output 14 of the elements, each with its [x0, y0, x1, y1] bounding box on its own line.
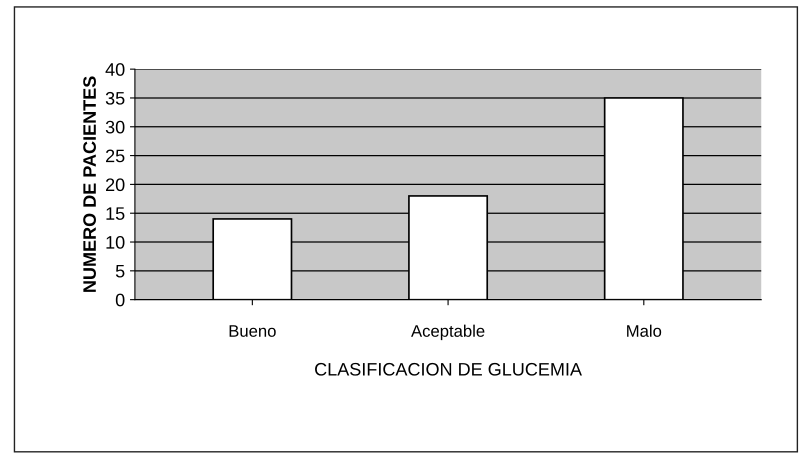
y-tick-label: 25 [106, 150, 124, 162]
y-tick-label: 0 [116, 294, 124, 306]
y-tick-label: 30 [106, 120, 124, 134]
y-tick-label: 20 [106, 178, 124, 192]
x-axis-title: CLASIFICACION DE GLUCEMIA [315, 362, 582, 376]
y-tick-label: 5 [116, 264, 124, 278]
y-tick-label: 15 [106, 207, 124, 220]
x-tick-label: Aceptable [411, 324, 484, 340]
x-tick-label: Malo [627, 324, 662, 337]
y-tick-label: 10 [106, 236, 124, 249]
y-axis-title: NUMERO DE PACIENTES [83, 76, 96, 292]
y-tick-label: 40 [106, 63, 124, 76]
y-tick-label: 35 [106, 92, 124, 105]
x-tick-label: Bueno [230, 325, 276, 337]
